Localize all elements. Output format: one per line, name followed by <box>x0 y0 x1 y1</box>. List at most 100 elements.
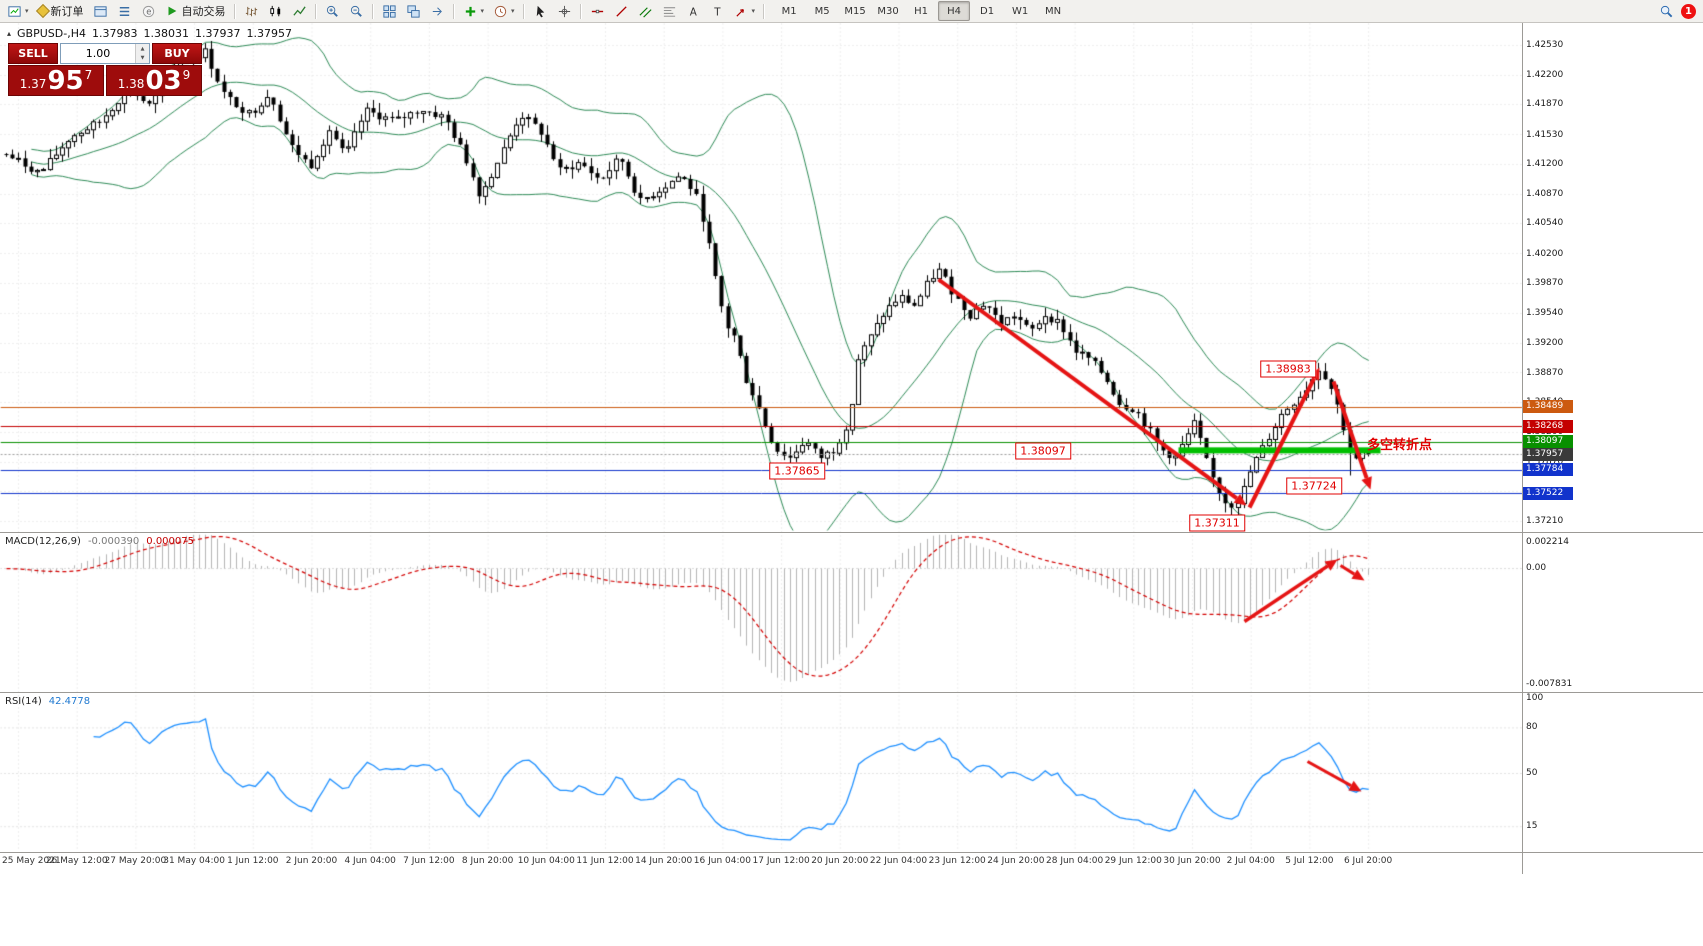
timeframe-M1[interactable]: M1 <box>781 5 797 17</box>
mql-community-button[interactable]: e <box>137 1 160 22</box>
zoom-in-button[interactable] <box>321 1 344 22</box>
toolbar-separator <box>371 3 374 19</box>
timeframe-H4[interactable]: H4 <box>938 1 971 21</box>
label-tool-button[interactable]: T <box>706 1 729 22</box>
tile-windows-button[interactable] <box>378 1 401 22</box>
sell-button[interactable]: SELL <box>8 43 58 64</box>
price-axis-label: 1.39870 <box>1526 278 1564 288</box>
new-chart-button[interactable]: ▾ <box>3 1 33 22</box>
time-axis-label: 6 Jul 20:00 <box>1343 856 1393 866</box>
price-annotation-box[interactable]: 1.37865 <box>769 462 825 480</box>
new-order-icon <box>35 3 50 19</box>
line-chart-button[interactable] <box>288 1 311 22</box>
main-toolbar: ▾ 新订单 e 自动交易 ▾ <box>0 0 1703 23</box>
cursor-tool-button[interactable] <box>529 1 552 22</box>
indicators-button[interactable]: ▾ <box>459 1 489 22</box>
price-axis-separator <box>1522 22 1523 874</box>
horizontal-line-icon <box>591 9 603 13</box>
price-annotation-box[interactable]: 1.38983 <box>1260 360 1316 378</box>
horizontal-line-tool-button[interactable] <box>586 1 609 22</box>
time-axis-label: 30 Jun 20:00 <box>1163 856 1221 866</box>
chart-shift-icon <box>432 6 442 16</box>
chart-shift-button[interactable] <box>426 1 449 22</box>
candlestick-chart-button[interactable] <box>264 1 287 22</box>
timeframe-H1[interactable]: H1 <box>914 5 928 17</box>
autotrading-label: 自动交易 <box>181 5 226 18</box>
price-axis-label: 1.41530 <box>1526 129 1564 140</box>
price-axis-label: 1.42200 <box>1526 69 1564 80</box>
price-axis-label: 1.38870 <box>1526 367 1564 378</box>
price-axis-tag: 1.37957 <box>1523 447 1573 461</box>
time-axis-label: 11 Jun 12:00 <box>576 856 634 866</box>
toolbar-separator <box>522 3 525 19</box>
cascade-windows-button[interactable] <box>402 1 425 22</box>
arrows-tool-button[interactable]: ▾ <box>730 1 760 22</box>
profiles-icon <box>93 5 107 17</box>
volume-input[interactable] <box>61 46 135 61</box>
chart-ohlc-header: ▴ GBPUSD-,H4 1.37983 1.38031 1.37937 1.3… <box>7 27 292 40</box>
sell-price-button[interactable]: 1.37 95 7 <box>8 65 104 96</box>
new-order-label: 新订单 <box>50 5 84 18</box>
toolbar-separator <box>233 3 236 19</box>
chart-high-value: 1.38031 <box>143 27 189 40</box>
fibonacci-tool-button[interactable] <box>658 1 681 22</box>
chart-text-annotation[interactable]: 多空转折点 <box>1367 438 1433 453</box>
price-annotation-box[interactable]: 1.37311 <box>1189 514 1245 532</box>
bar-chart-button[interactable] <box>240 1 263 22</box>
clock-icon <box>494 5 507 17</box>
channel-tool-button[interactable] <box>634 1 657 22</box>
rsi-axis-label: 15 <box>1526 821 1538 832</box>
buy-price-button[interactable]: 1.38 03 9 <box>106 65 202 96</box>
timeframe-M5[interactable]: M5 <box>814 5 830 17</box>
volume-spinner: ▲ ▼ <box>135 44 149 63</box>
price-axis-label: 1.40540 <box>1526 218 1564 228</box>
trendline-tool-button[interactable] <box>610 1 633 22</box>
autotrading-button[interactable]: 自动交易 <box>161 1 230 22</box>
crosshair-tool-button[interactable] <box>553 1 576 22</box>
crosshair-icon <box>558 5 570 17</box>
one-click-trading-panel: SELL ▲ ▼ BUY 1.37 95 7 1.38 03 9 <box>8 43 202 96</box>
mql-community-icon: e <box>142 5 154 17</box>
price-axis-label: 1.37870 <box>1526 456 1564 467</box>
macd-axis-label: 0.002214 <box>1526 537 1569 547</box>
text-tool-button[interactable]: A <box>682 1 705 22</box>
volume-decrease-button[interactable]: ▼ <box>136 53 149 63</box>
price-axis-tag: 1.38097 <box>1523 435 1573 449</box>
buy-button[interactable]: BUY <box>152 43 202 64</box>
price-annotation-box[interactable]: 1.38097 <box>1015 442 1071 460</box>
time-axis-label: 2 Jun 20:00 <box>285 856 338 866</box>
toolbar-separator <box>763 3 766 19</box>
toolbar-separator <box>314 3 317 19</box>
search-icon <box>1660 5 1673 17</box>
profiles-button[interactable] <box>89 1 112 22</box>
pane-separator[interactable] <box>0 692 1703 693</box>
zoom-out-button[interactable] <box>345 1 368 22</box>
timeframe-M30[interactable]: M30 <box>877 5 899 17</box>
search-button[interactable] <box>1655 1 1678 22</box>
collapse-one-click-icon[interactable]: ▴ <box>7 29 12 38</box>
macd-label: MACD(12,26,9) <box>5 536 81 547</box>
price-annotation-box[interactable]: 1.37724 <box>1286 477 1342 495</box>
sell-price-prefix: 1.37 <box>19 77 47 91</box>
trendline-icon <box>615 5 627 17</box>
time-axis-label: 25 May 2021 <box>2 856 61 866</box>
pane-separator[interactable] <box>0 532 1703 533</box>
notification-badge[interactable]: 1 <box>1681 3 1696 19</box>
time-axis-label: 5 Jul 12:00 <box>1285 856 1334 866</box>
new-order-button[interactable]: 新订单 <box>34 1 88 22</box>
timeframe-MN[interactable]: MN <box>1045 5 1062 17</box>
time-axis-label: 7 Jun 12:00 <box>403 856 455 866</box>
timeframe-M15[interactable]: M15 <box>844 5 866 17</box>
timeframe-D1[interactable]: D1 <box>980 5 995 17</box>
price-axis-label: 1.39200 <box>1526 337 1564 348</box>
volume-increase-button[interactable]: ▲ <box>136 44 149 54</box>
volume-field: ▲ ▼ <box>60 43 150 64</box>
market-watch-button[interactable] <box>113 1 136 22</box>
periods-button[interactable]: ▾ <box>489 1 519 22</box>
time-axis-label: 14 Jun 20:00 <box>635 856 693 866</box>
time-axis-label: 17 Jun 12:00 <box>752 856 810 866</box>
time-axis-label: 26 May 12:00 <box>45 856 108 866</box>
time-axis-label: 22 Jun 04:00 <box>869 856 928 866</box>
timeframe-W1[interactable]: W1 <box>1011 5 1029 17</box>
